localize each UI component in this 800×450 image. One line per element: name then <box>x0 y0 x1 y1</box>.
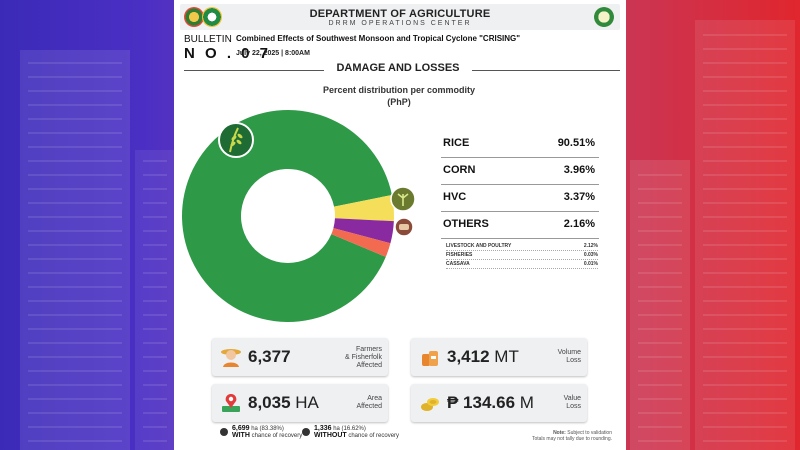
volume-loss-card: 3,412 MT Volume Loss <box>411 338 587 376</box>
farmers-affected-card: 6,377 Farmers & Fisherfolk Affected <box>212 338 388 376</box>
building-silhouette <box>630 160 690 450</box>
area-affected-unit: HA <box>295 393 319 412</box>
building-silhouette <box>695 20 795 450</box>
with-recovery-value: 6,699 <box>232 425 250 432</box>
slice-rice <box>181 110 392 323</box>
without-recovery-text: 1,336 ha (16.62%) WITHOUT chance of reco… <box>314 425 399 439</box>
legend-value: 3.37% <box>563 191 595 203</box>
others-breakdown-row: CASSAVA 0.01% <box>446 261 598 269</box>
building-silhouette <box>135 150 175 450</box>
without-recovery-ha: ha (16.62%) <box>333 426 366 432</box>
da-seal-icon <box>184 7 204 27</box>
bulletin-title: Combined Effects of Southwest Monsoon an… <box>236 34 521 43</box>
with-recovery-text: 6,699 ha (83.38%) WITH chance of recover… <box>232 425 302 439</box>
rice-icon <box>218 122 254 158</box>
legend-value: 90.51% <box>557 137 595 149</box>
footnote: Note: Subject to validation Totals may n… <box>532 430 612 442</box>
header-bar: DEPARTMENT OF AGRICULTURE DRRM OPERATION… <box>180 4 620 30</box>
legend-row-hvc: HVC 3.37% <box>441 185 599 212</box>
note-label: Note: <box>553 430 566 436</box>
section-title: DAMAGE AND LOSSES <box>336 62 460 74</box>
legend-row-others: OTHERS 2.16% <box>441 212 599 239</box>
breakdown-value: 2.12% <box>583 243 598 249</box>
volume-loss-value: 3,412 <box>447 347 490 366</box>
bulletin-number: N O . 0 7 <box>184 45 272 62</box>
chart-title: Percent distribution per commodity (PhP) <box>274 84 524 108</box>
without-recovery-value: 1,336 <box>314 425 332 432</box>
drrm-seal-icon <box>594 7 614 27</box>
others-breakdown-row: FISHERIES 0.03% <box>446 252 598 260</box>
building-silhouette <box>20 50 130 450</box>
note-line1: Subject to validation <box>567 430 612 436</box>
volume-loss-label: Volume Loss <box>558 349 581 365</box>
divider <box>472 70 620 71</box>
bagong-pilipinas-logo-icon <box>202 7 222 27</box>
donut-chart <box>181 110 416 323</box>
legend-name: HVC <box>443 191 467 203</box>
map-pin-icon <box>222 394 240 412</box>
legend-name: CORN <box>443 164 476 176</box>
chart-title-line1: Percent distribution per commodity <box>322 85 476 95</box>
bulletin-label: BULLETIN <box>184 34 232 45</box>
label-line: Affected <box>356 403 382 410</box>
slice-corn <box>334 194 394 222</box>
without-recovery-dot-icon <box>302 428 310 436</box>
without-suffix: chance of recovery <box>348 433 400 439</box>
label-line: Loss <box>566 403 581 410</box>
sacks-icon <box>422 351 438 366</box>
breakdown-value: 0.03% <box>583 252 598 258</box>
volume-loss-value-wrap: 3,412 MT <box>447 347 519 367</box>
legend-row-rice: RICE 90.51% <box>441 131 599 158</box>
with-recovery-ha: ha (83.38%) <box>251 426 284 432</box>
label-line: Loss <box>566 357 581 364</box>
area-affected-card: 8,035 HA Area Affected <box>212 384 388 422</box>
label-line: & Fisherfolk <box>345 354 382 361</box>
value-loss-value: ₱ 134.66 <box>447 393 516 412</box>
slice-others <box>331 228 391 257</box>
divider <box>184 70 324 71</box>
farmers-affected-label: Farmers & Fisherfolk Affected <box>345 346 382 370</box>
breakdown-name: CASSAVA <box>446 261 470 267</box>
label-line: Volume <box>557 349 581 356</box>
center-title: DRRM OPERATIONS CENTER <box>328 20 472 27</box>
volume-loss-unit: MT <box>494 347 519 366</box>
legend-value: 3.96% <box>563 164 595 176</box>
breakdown-name: LIVESTOCK AND POULTRY <box>446 243 512 249</box>
area-affected-value: 8,035 <box>248 393 291 412</box>
label-line: Farmers <box>355 346 382 353</box>
farmer-icon <box>221 349 241 367</box>
farmers-affected-value: 6,377 <box>248 347 291 366</box>
value-loss-value-wrap: ₱ 134.66 M <box>447 393 534 413</box>
label-line: Area <box>367 395 382 402</box>
area-affected-value-wrap: 8,035 HA <box>248 393 319 413</box>
hvc-icon <box>390 186 416 212</box>
chart-title-line2: (PhP) <box>387 97 411 107</box>
breakdown-name: FISHERIES <box>446 252 473 258</box>
department-title: DEPARTMENT OF AGRICULTURE <box>309 8 491 20</box>
with-label: WITH <box>232 432 250 439</box>
with-recovery-dot-icon <box>220 428 228 436</box>
value-loss-card: ₱ 134.66 M Value Loss <box>411 384 587 422</box>
legend-value: 2.16% <box>563 218 595 230</box>
legend-name: OTHERS <box>443 218 489 230</box>
legend-name: RICE <box>443 137 470 149</box>
label-line: Value <box>563 395 581 402</box>
legend-row-corn: CORN 3.96% <box>441 158 599 185</box>
area-affected-label: Area Affected <box>356 395 382 411</box>
value-loss-label: Value Loss <box>564 395 581 411</box>
coins-icon <box>421 398 439 411</box>
bulletin-date: July 22, 2025 | 8:00AM <box>236 50 310 57</box>
bulletin-panel: DEPARTMENT OF AGRICULTURE DRRM OPERATION… <box>174 0 626 450</box>
with-suffix: chance of recovery <box>251 433 303 439</box>
slice-hvc <box>333 218 394 244</box>
value-loss-unit: M <box>519 393 534 412</box>
breakdown-value: 0.01% <box>583 261 598 267</box>
livestock-icon <box>394 217 414 237</box>
label-line: Affected <box>356 362 382 369</box>
without-label: WITHOUT <box>314 432 347 439</box>
others-breakdown-row: LIVESTOCK AND POULTRY 2.12% <box>446 243 598 251</box>
note-line2: Totals may not tally due to rounding. <box>531 436 612 442</box>
